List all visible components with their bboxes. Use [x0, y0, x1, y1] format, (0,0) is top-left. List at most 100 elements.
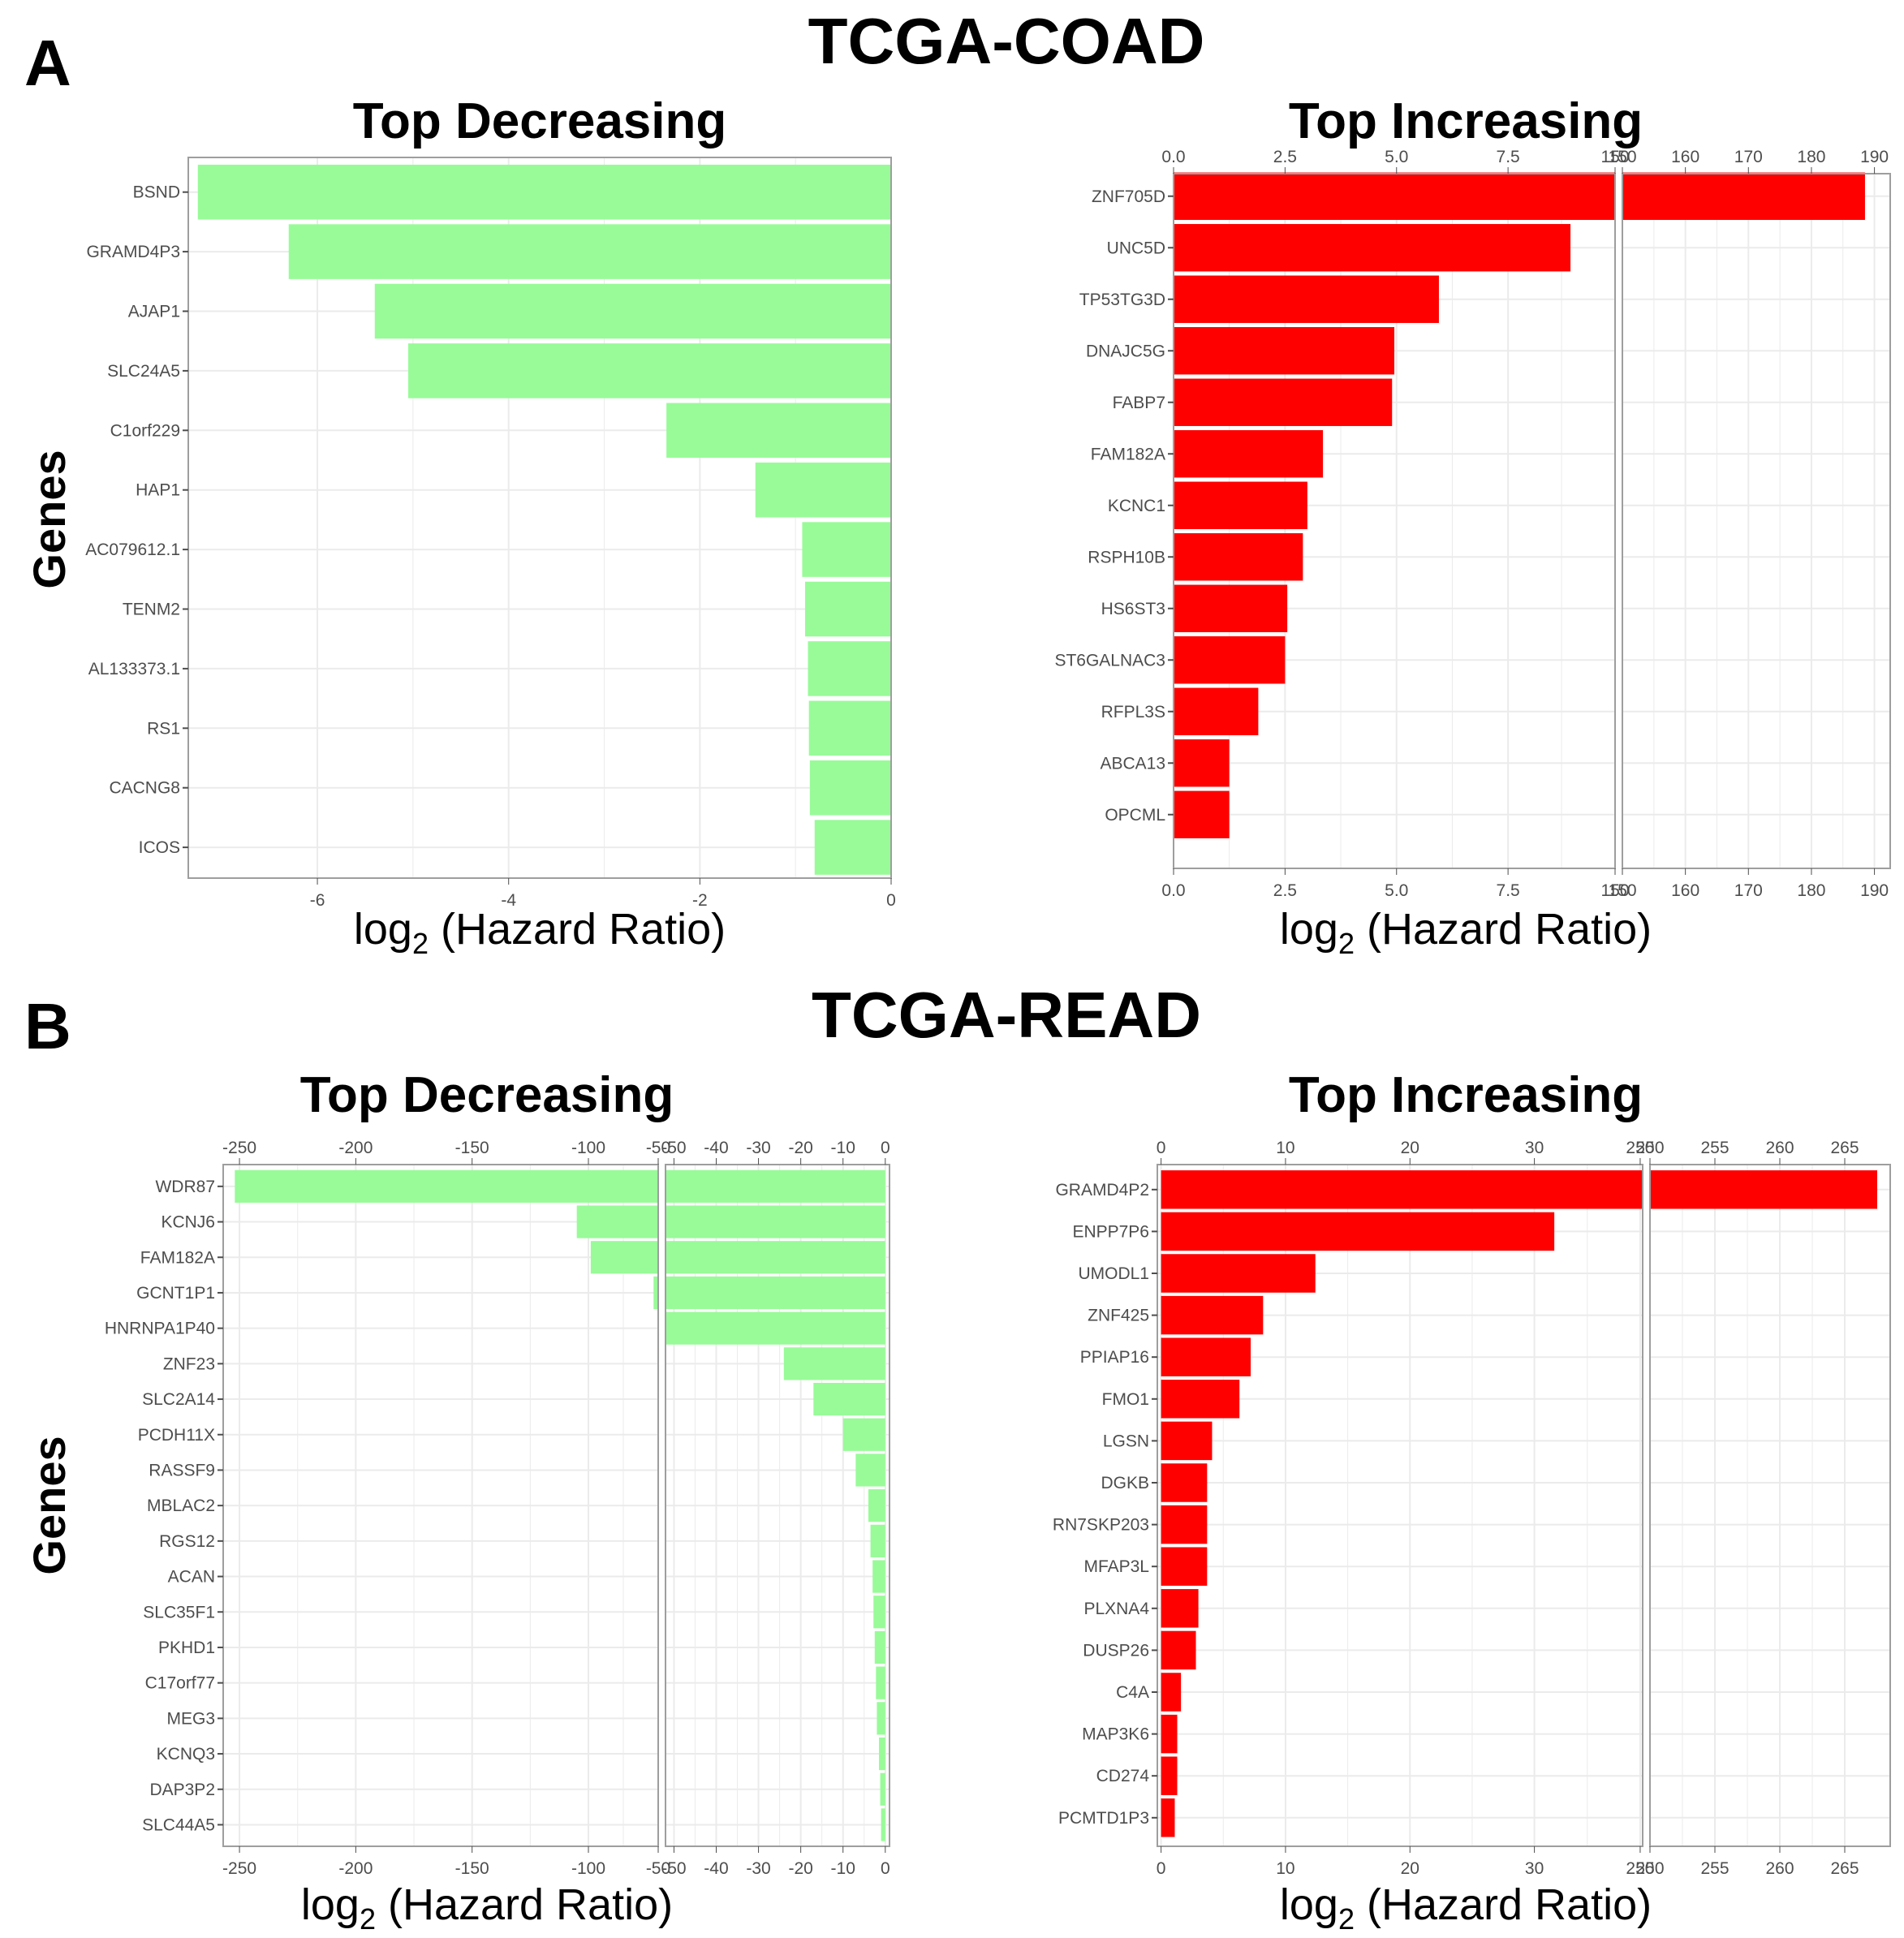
y-tick-label: DUSP26	[1083, 1641, 1149, 1660]
bar-OPCML	[1174, 790, 1230, 838]
y-tick-label: C1orf229	[110, 421, 180, 440]
bar-FABP7	[1174, 378, 1393, 426]
chart-title: Top Increasing	[1289, 93, 1643, 149]
y-tick-label: ICOS	[139, 838, 180, 857]
bar-ABCA13	[1174, 739, 1230, 787]
x-tick-label-top: 250	[1626, 1139, 1654, 1157]
bar-DGKB	[1161, 1463, 1208, 1502]
bar-SLC2A14	[813, 1382, 885, 1416]
x-tick-label-top: -250	[222, 1139, 256, 1157]
y-tick-label: BSND	[133, 183, 180, 202]
bar-TP53TG3D	[1174, 275, 1439, 323]
bar-FAM182A	[1174, 430, 1324, 478]
bar-MBLAC2	[868, 1489, 885, 1522]
y-tick-label: SLC44A5	[142, 1815, 215, 1834]
x-tick-label: 0.0	[1161, 881, 1185, 900]
bar-PCDH11X	[842, 1418, 885, 1451]
y-tick-label: RSPH10B	[1088, 548, 1165, 566]
x-tick-label: 160	[1671, 881, 1699, 900]
x-tick-label: -6	[310, 891, 325, 910]
x-tick-label: 10	[1276, 1859, 1294, 1878]
y-tick-label: KCNQ3	[157, 1745, 215, 1764]
y-tick-label: SLC24A5	[107, 362, 180, 381]
x-tick-label-top: 150	[1608, 148, 1636, 166]
x-tick-label-top: -50	[661, 1139, 686, 1157]
y-tick-label: ABCA13	[1100, 754, 1165, 773]
y-tick-label: TP53TG3D	[1079, 291, 1165, 309]
bar-HNRNPA1P40	[666, 1311, 885, 1345]
x-axis-label: log2 (Hazard Ratio)	[301, 1880, 673, 1936]
x-tick-label-top: -40	[704, 1139, 728, 1157]
chart-read_decreasing: Top Decreasing-250-250-200-200-150-150-1…	[24, 1067, 890, 1936]
x-tick-label: -100	[571, 1859, 605, 1878]
y-tick-label: MFAP3L	[1083, 1557, 1149, 1576]
x-tick-label-top: 260	[1765, 1139, 1794, 1157]
y-tick-label: AJAP1	[128, 303, 180, 321]
x-tick-label: 150	[1608, 881, 1636, 900]
bar-C1orf229	[666, 403, 891, 459]
y-tick-label: RS1	[147, 719, 180, 738]
bar-SLC44A5	[881, 1808, 885, 1841]
y-tick-label: CACNG8	[109, 779, 180, 798]
x-tick-label: 30	[1525, 1859, 1544, 1878]
y-tick-label: ZNF23	[163, 1354, 215, 1373]
y-tick-label: C17orf77	[145, 1674, 215, 1693]
y-axis-label: Genes	[24, 450, 75, 588]
bar-DNAJC5G	[1174, 327, 1394, 375]
x-tick-label: 0	[1157, 1859, 1166, 1878]
x-axis-label: log2 (Hazard Ratio)	[1280, 1880, 1652, 1936]
y-tick-label: FABP7	[1113, 394, 1165, 412]
y-tick-label: PLXNA4	[1083, 1600, 1149, 1618]
x-tick-label-top: -200	[338, 1139, 373, 1157]
panel-a-title: TCGA-COAD	[808, 5, 1205, 77]
x-tick-label-top: 180	[1797, 148, 1825, 166]
y-tick-label: ZNF425	[1088, 1307, 1149, 1325]
bar-GCNT1P1	[653, 1276, 658, 1310]
bar-PLXNA4	[1161, 1589, 1199, 1628]
x-tick-label: -2	[692, 891, 708, 910]
x-tick-label-top: 150	[1600, 148, 1629, 166]
x-tick-label-top: 0	[881, 1139, 890, 1157]
axis-segment-1	[1649, 1165, 1890, 1846]
x-tick-label-top: 20	[1401, 1139, 1419, 1157]
x-tick-label: -4	[501, 891, 516, 910]
y-tick-label: KCNJ6	[161, 1213, 215, 1232]
y-tick-label: ACAN	[168, 1568, 215, 1587]
x-tick-label-top: 2.5	[1273, 148, 1297, 166]
panel-border	[665, 1164, 890, 1847]
x-tick-label: 170	[1734, 881, 1763, 900]
y-tick-label: RFPL3S	[1101, 703, 1165, 721]
y-tick-label: FMO1	[1102, 1390, 1149, 1409]
y-tick-label: LGSN	[1103, 1432, 1149, 1450]
x-tick-label: 7.5	[1497, 881, 1520, 900]
bar-UMODL1	[1161, 1254, 1316, 1293]
y-tick-label: ENPP7P6	[1072, 1222, 1149, 1241]
y-tick-label: HAP1	[136, 481, 180, 500]
bar-AL133373.1	[808, 641, 891, 696]
y-tick-label: MEG3	[166, 1709, 215, 1728]
y-tick-label: HNRNPA1P40	[105, 1320, 215, 1338]
axis-segment-0	[223, 1165, 659, 1846]
y-tick-label: GRAMD4P2	[1055, 1181, 1149, 1199]
chart-coad_increasing: Top Increasing 0.0 0.0 2.5 2.5 5.0 5.0 7.5 7.5 15…	[1054, 93, 1891, 960]
x-axis-label: log2 (Hazard Ratio)	[354, 905, 726, 960]
bar-KCNQ3	[878, 1737, 885, 1771]
x-tick-label: -30	[746, 1859, 770, 1878]
bar-TENM2	[804, 581, 891, 637]
x-tick-label-top: -30	[746, 1139, 770, 1157]
chart-title: Top Decreasing	[300, 1067, 674, 1123]
bar-ICOS	[814, 820, 891, 875]
x-tick-label: 260	[1765, 1859, 1794, 1878]
bar-CD274	[1161, 1756, 1178, 1795]
bar-WDR87	[235, 1169, 658, 1203]
x-tick-label: 0	[886, 891, 896, 910]
chart-title: Top Increasing	[1289, 1067, 1643, 1123]
y-tick-label: ZNF705D	[1092, 187, 1165, 206]
bar-HAP1	[755, 462, 891, 518]
y-tick-label: C4A	[1116, 1683, 1149, 1702]
bar-AJAP1	[374, 283, 891, 339]
x-tick-label-top: 255	[1700, 1139, 1729, 1157]
x-tick-label: 5.0	[1385, 881, 1408, 900]
x-tick-label: 180	[1797, 881, 1825, 900]
